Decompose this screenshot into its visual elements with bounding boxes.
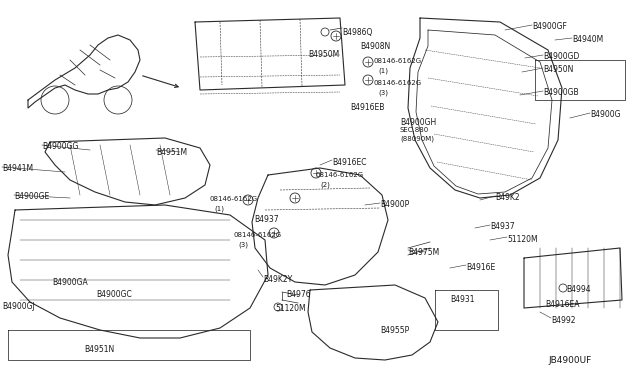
Text: B4986Q: B4986Q <box>342 28 372 37</box>
Text: B49K2: B49K2 <box>495 193 520 202</box>
Text: B4900GG: B4900GG <box>42 142 78 151</box>
Text: B4900GD: B4900GD <box>543 52 579 61</box>
Text: 08146-6162G: 08146-6162G <box>316 172 364 178</box>
Text: B4900GE: B4900GE <box>14 192 49 201</box>
Text: B4975M: B4975M <box>408 248 439 257</box>
Text: (88090M): (88090M) <box>400 136 434 142</box>
Text: B4916EB: B4916EB <box>350 103 385 112</box>
Text: B49K2Y: B49K2Y <box>263 275 292 284</box>
Text: B4900GF: B4900GF <box>532 22 567 31</box>
Text: 08146-6162G: 08146-6162G <box>210 196 258 202</box>
Text: B4937: B4937 <box>254 215 278 224</box>
Text: 08146-6162G: 08146-6162G <box>374 58 422 64</box>
Text: B4908N: B4908N <box>360 42 390 51</box>
Text: (2): (2) <box>320 181 330 187</box>
Text: B4931: B4931 <box>450 295 474 304</box>
Text: (3): (3) <box>378 89 388 96</box>
Text: 08146-6162G: 08146-6162G <box>374 80 422 86</box>
Text: B4916EC: B4916EC <box>332 158 367 167</box>
Text: B4941M: B4941M <box>2 164 33 173</box>
Text: B4951M: B4951M <box>156 148 187 157</box>
Text: (3): (3) <box>238 241 248 247</box>
Text: (1): (1) <box>378 67 388 74</box>
Text: B4916E: B4916E <box>466 263 495 272</box>
Text: 51120M: 51120M <box>507 235 538 244</box>
Text: B4937: B4937 <box>490 222 515 231</box>
Text: B4900GJ: B4900GJ <box>2 302 35 311</box>
Text: B4992: B4992 <box>551 316 575 325</box>
Text: B4900GH: B4900GH <box>400 118 436 127</box>
Text: B4900G: B4900G <box>590 110 621 119</box>
Text: B4900GB: B4900GB <box>543 88 579 97</box>
Text: B4900GC: B4900GC <box>96 290 132 299</box>
Text: B4994: B4994 <box>566 285 591 294</box>
Text: SEC.880: SEC.880 <box>400 127 429 133</box>
Text: B4955P: B4955P <box>380 326 409 335</box>
Text: B4950M: B4950M <box>308 50 339 59</box>
Text: B4916EA: B4916EA <box>545 300 579 309</box>
Text: B4940M: B4940M <box>572 35 604 44</box>
Text: B4950N: B4950N <box>543 65 573 74</box>
Text: B4900GA: B4900GA <box>52 278 88 287</box>
Text: (1): (1) <box>214 205 224 212</box>
Text: JB4900UF: JB4900UF <box>548 356 591 365</box>
Text: 08146-6162G: 08146-6162G <box>234 232 282 238</box>
Text: B4900P: B4900P <box>380 200 409 209</box>
Text: B4951N: B4951N <box>84 345 115 354</box>
Text: 51120M: 51120M <box>275 304 306 313</box>
Text: B4976: B4976 <box>286 290 310 299</box>
